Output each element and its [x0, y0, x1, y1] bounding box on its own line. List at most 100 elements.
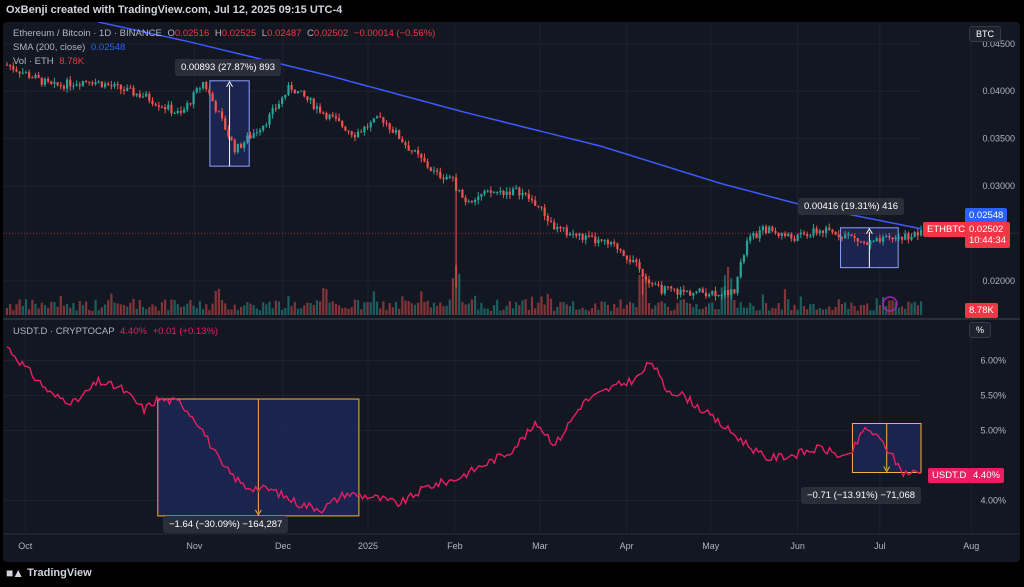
candle-body: [138, 93, 141, 97]
candle-body: [404, 142, 407, 146]
volume-bar: [154, 306, 157, 315]
candle-body: [891, 237, 894, 240]
candle-body: [919, 229, 923, 236]
volume-bar: [613, 303, 616, 315]
volume-bar: [350, 307, 353, 315]
volume-bar: [116, 303, 119, 315]
volume-bar: [186, 303, 189, 315]
candle-body: [603, 240, 606, 242]
volume-bar: [224, 303, 227, 315]
candle-body: [107, 83, 110, 86]
sma-value: 0.02548: [90, 42, 126, 53]
candle-body: [853, 236, 856, 239]
volume-bar: [812, 303, 815, 315]
volume-bar: [69, 307, 72, 315]
volume-bar: [755, 310, 758, 315]
volume-bar: [12, 310, 15, 315]
candle-body: [695, 291, 698, 293]
candle-body: [470, 201, 474, 203]
candle-body: [233, 139, 236, 153]
candle-body: [600, 239, 603, 241]
candle-body: [885, 236, 888, 238]
candle-body: [135, 93, 138, 96]
volume-bar: [119, 304, 122, 315]
volume-bar: [192, 305, 195, 315]
volume-bar: [81, 305, 85, 315]
candle-body: [900, 237, 904, 240]
tradingview-logo[interactable]: ■▲ TradingView: [6, 566, 92, 580]
candle-body: [337, 118, 341, 121]
candle-body: [739, 262, 742, 277]
volume-bar: [129, 302, 132, 315]
volume-bar: [900, 306, 904, 315]
candle-body: [382, 117, 385, 123]
volume-bar: [454, 265, 458, 315]
candle-body: [258, 130, 262, 133]
candle-body: [502, 190, 505, 195]
volume-bar: [543, 304, 546, 315]
volume-bar: [496, 299, 499, 315]
volume-bar: [407, 301, 410, 315]
volume-bar: [600, 301, 603, 315]
candle-body: [679, 289, 682, 295]
volume-bar: [410, 303, 413, 315]
candle-body: [461, 189, 464, 198]
candle-body: [78, 84, 81, 86]
volume-bar: [458, 273, 461, 315]
candle-body: [284, 94, 287, 98]
candle-body: [214, 101, 217, 112]
volume-bar: [303, 305, 306, 315]
candle-body: [530, 198, 534, 201]
volume-bar: [157, 310, 160, 315]
volume-bar: [113, 302, 116, 315]
candle-body: [306, 96, 309, 100]
volume-bar: [312, 304, 315, 315]
tradingview-mark-icon: ■▲: [6, 566, 24, 580]
candle-body: [521, 193, 524, 196]
candle-body: [572, 233, 575, 235]
candle-body: [904, 233, 907, 240]
candle-body: [448, 176, 451, 178]
candle-body: [227, 129, 230, 137]
volume-bar: [508, 301, 511, 315]
candle-body: [37, 74, 40, 78]
volume-bar: [711, 302, 714, 315]
percent-box[interactable]: %: [969, 322, 992, 338]
volume-bar: [850, 302, 853, 315]
candle-body: [154, 104, 157, 106]
candle-body: [875, 238, 878, 242]
candle-body: [670, 286, 673, 289]
volume-bar: [897, 307, 900, 315]
volume-bar: [499, 310, 502, 315]
candle-body: [657, 284, 660, 286]
currency-box[interactable]: BTC: [969, 26, 1001, 42]
volume-bar: [625, 304, 628, 315]
volume-bar: [201, 309, 205, 315]
candle-body: [622, 250, 625, 256]
volume-bar: [682, 299, 685, 315]
candle-body: [103, 83, 107, 88]
candle-body: [825, 227, 828, 233]
volume-bar: [322, 287, 325, 315]
candle-body: [119, 84, 122, 90]
chart-svg[interactable]: 0.04500 0.04000 0.03500 0.03000 0.02000 6.00%…: [3, 22, 1020, 562]
bar-countdown: 10:44:34: [969, 235, 1006, 246]
volume-bar: [9, 303, 12, 315]
candle-body: [641, 269, 644, 277]
candle-body: [18, 71, 21, 74]
volume-bar: [287, 296, 290, 315]
volume-bar: [195, 308, 198, 315]
candle-body: [628, 259, 632, 262]
volume-bar: [467, 303, 470, 315]
candle-body: [217, 111, 220, 113]
candle-body: [682, 289, 685, 292]
volume-bar: [347, 308, 350, 315]
candle-body: [391, 129, 394, 133]
candle-body: [831, 229, 834, 232]
volume-bar: [606, 304, 610, 315]
volume-bar: [306, 302, 309, 315]
candle-body: [429, 167, 432, 171]
candle-body: [692, 292, 695, 296]
volume-bar: [524, 299, 527, 315]
candle-body: [312, 98, 315, 109]
